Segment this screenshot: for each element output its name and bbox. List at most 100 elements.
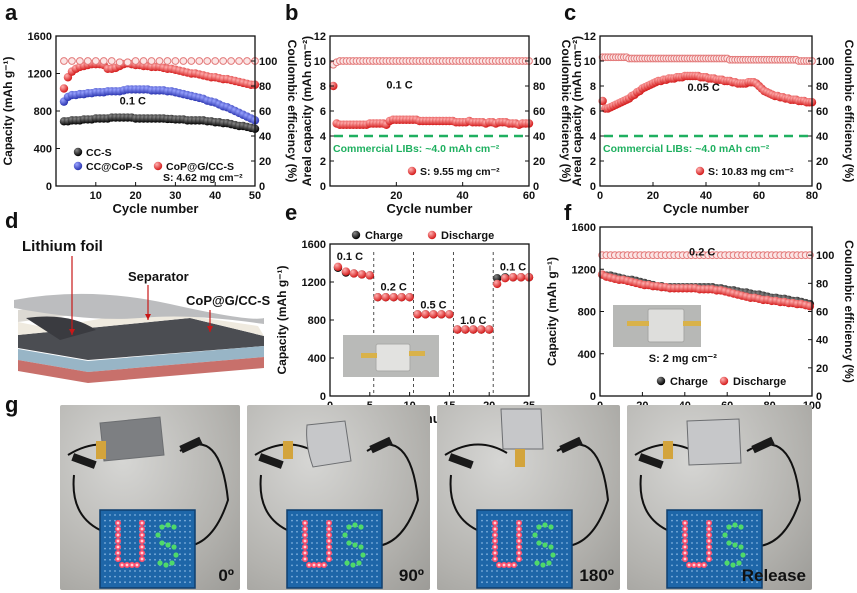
board-hole (341, 542, 343, 544)
board-hole (104, 542, 106, 544)
data-point (68, 57, 76, 65)
board-hole (291, 514, 293, 516)
board-hole (154, 581, 156, 584)
chart-f: f040080012001600020406080100020406080100… (545, 200, 856, 426)
commercial-label: Commercial LIBs: ~4.0 mAh cm⁻² (603, 143, 770, 155)
red-led-glow (707, 551, 711, 555)
arrow-head (145, 314, 151, 320)
board-hole (159, 558, 161, 561)
data-point (461, 325, 470, 334)
board-hole (696, 519, 698, 522)
board-hole (711, 581, 713, 584)
board-hole (376, 553, 378, 556)
data-point (508, 273, 518, 282)
board-hole (371, 564, 373, 567)
board-hole (124, 542, 126, 544)
red-led-glow (683, 539, 687, 543)
y-tick-label: 12 (584, 31, 596, 43)
board-hole (551, 575, 553, 578)
board-hole (316, 530, 318, 533)
board-hole (351, 581, 353, 584)
board-hole (361, 536, 363, 539)
board-hole (521, 570, 523, 572)
green-led (536, 540, 542, 546)
red-led-glow (493, 545, 497, 549)
board-hole (311, 558, 313, 561)
board-hole (124, 575, 126, 578)
board-hole (114, 525, 116, 528)
schematic-label: Separator (128, 269, 189, 284)
commercial-label: Commercial LIBs: ~4.0 mAh cm⁻² (333, 143, 500, 155)
board-hole (366, 558, 368, 561)
board-hole (541, 547, 543, 550)
y2-axis-label: Coulombic efficiency (%) (842, 240, 856, 383)
board-hole (129, 553, 131, 556)
board-hole (481, 525, 483, 528)
x-tick-label: 80 (806, 190, 818, 202)
board-hole (341, 525, 343, 528)
board-hole (511, 570, 513, 572)
red-led-glow (327, 527, 331, 531)
y-tick-label: 4 (320, 131, 327, 143)
board-hole (736, 581, 738, 584)
board-hole (696, 553, 698, 556)
legend-label: Discharge (733, 376, 786, 388)
board-hole (189, 564, 191, 567)
board-hole (721, 525, 723, 528)
board-hole (356, 514, 358, 516)
board-hole (531, 542, 533, 544)
red-led-glow (303, 527, 307, 531)
red-led-glow (493, 557, 497, 561)
board-hole (169, 547, 171, 550)
board-hole (696, 536, 698, 539)
board-hole (721, 570, 723, 572)
photo-bend-90: 90º (247, 405, 430, 590)
x-tick-label: 20 (129, 190, 141, 202)
board-hole (164, 530, 166, 533)
board-hole (361, 530, 363, 533)
board-hole (741, 581, 743, 584)
panel-letter-g: g (5, 392, 18, 417)
red-led-glow (116, 521, 120, 525)
board-hole (124, 558, 126, 561)
board-hole (531, 570, 533, 572)
board-hole (134, 525, 136, 528)
board-hole (164, 581, 166, 584)
board-hole (184, 536, 186, 539)
board-hole (681, 564, 683, 567)
board-hole (321, 547, 323, 550)
board-hole (721, 558, 723, 561)
y-tick-label: 1200 (28, 69, 52, 81)
data-point (405, 293, 414, 302)
rate-label: 1.0 C (460, 315, 486, 327)
board-hole (561, 564, 563, 567)
data-point (155, 57, 164, 65)
board-hole (169, 514, 171, 516)
board-hole (291, 519, 293, 522)
board-hole (711, 575, 713, 578)
board-hole (711, 536, 713, 539)
board-hole (336, 525, 338, 528)
board-hole (351, 547, 353, 550)
board-hole (174, 519, 176, 522)
board-hole (311, 519, 313, 522)
board-hole (366, 514, 368, 516)
board-hole (671, 581, 673, 584)
board-hole (129, 575, 131, 578)
board-hole (341, 575, 343, 578)
green-led (346, 524, 352, 530)
board-hole (341, 514, 343, 516)
board-hole (189, 575, 191, 578)
board-hole (169, 530, 171, 533)
board-hole (346, 575, 348, 578)
y2-tick-label: 80 (816, 278, 828, 290)
data-point (227, 57, 236, 65)
board-hole (109, 575, 111, 578)
data-point (171, 57, 180, 65)
board-hole (291, 575, 293, 578)
board-hole (556, 547, 558, 550)
x-tick-label: 40 (700, 190, 712, 202)
board-hole (371, 575, 373, 578)
red-led-glow (683, 551, 687, 555)
board-hole (316, 553, 318, 556)
